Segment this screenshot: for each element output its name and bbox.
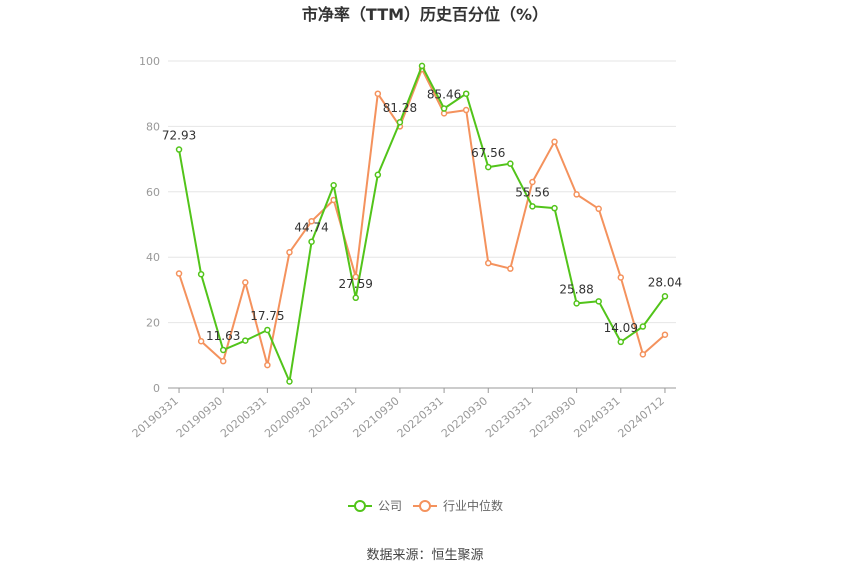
y-tick-label: 80: [146, 120, 160, 133]
data-point: [175, 146, 183, 153]
legend-label-company: 公司: [378, 499, 402, 513]
data-point: [485, 259, 492, 267]
data-point: [573, 300, 580, 307]
legend-label-industry: 行业中位数: [443, 498, 503, 513]
legend-marker-company: [354, 500, 366, 512]
x-tick-label: 20190930: [174, 394, 225, 440]
data-point: [440, 105, 448, 112]
legend-item-company[interactable]: 公司: [348, 499, 402, 513]
series-company: [175, 62, 669, 385]
data-point: [617, 338, 625, 346]
data-point: [639, 323, 647, 330]
data-label: 44.74: [294, 221, 328, 235]
data-point: [352, 273, 359, 281]
series-layer: 72.93 11.63 17.75 44.74 27.59 81.28 85.46 67.56…: [162, 62, 682, 385]
y-axis-ticks: 0 20 40 60 80 100: [139, 55, 160, 395]
data-point: [485, 163, 492, 171]
x-tick-label: 20230331: [483, 394, 534, 440]
data-point: [242, 279, 249, 286]
data-point: [175, 270, 183, 277]
data-point: [595, 205, 602, 213]
data-point: [418, 62, 426, 70]
data-point: [396, 118, 404, 126]
data-point: [639, 351, 647, 358]
legend-marker-industry: [419, 500, 431, 512]
data-point: [551, 138, 558, 146]
y-tick-label: 0: [153, 382, 160, 395]
x-axis: 2019033120190930202003312020093020210331…: [130, 387, 676, 440]
data-point: [308, 217, 315, 225]
y-tick-label: 20: [146, 317, 160, 330]
x-tick-label: 20220331: [395, 394, 446, 440]
y-tick-label: 60: [146, 186, 160, 199]
y-tick-label: 100: [139, 55, 160, 68]
x-tick-label: 20230930: [527, 394, 578, 440]
data-point: [330, 182, 337, 189]
data-point: [264, 326, 271, 334]
data-point: [286, 249, 293, 256]
series-line: [178, 64, 666, 383]
data-point: [529, 178, 536, 186]
legend[interactable]: 公司 行业中位数: [348, 498, 503, 513]
series-industry: [175, 65, 669, 369]
data-point: [462, 90, 470, 97]
data-point: [507, 265, 514, 272]
data-point: [462, 106, 470, 114]
data-point: [374, 90, 382, 97]
chart-title: 市净率（TTM）历史百分位（%）: [302, 5, 548, 24]
data-label: 85.46: [427, 88, 461, 102]
data-label: 25.88: [559, 282, 593, 296]
legend-item-industry[interactable]: 行业中位数: [413, 498, 503, 513]
data-label: 27.59: [339, 277, 373, 291]
data-point: [507, 160, 514, 167]
data-point: [264, 361, 271, 369]
data-source-note: 数据来源：恒生聚源: [366, 548, 483, 563]
x-tick-label: 20200331: [218, 394, 269, 440]
data-label: 17.75: [250, 309, 284, 323]
data-label: 55.56: [515, 185, 549, 199]
data-point: [286, 378, 293, 385]
data-point: [352, 294, 359, 302]
data-point: [529, 203, 536, 210]
x-tick-label: 20240331: [571, 394, 622, 440]
data-point: [595, 298, 602, 305]
x-tick-label: 20210331: [306, 394, 357, 440]
data-label: 81.28: [383, 101, 417, 115]
x-tick-label: 20190331: [130, 394, 181, 440]
data-point: [551, 204, 558, 212]
data-label: 11.63: [206, 329, 240, 343]
data-point: [242, 337, 249, 344]
data-point: [661, 293, 669, 300]
data-label: 72.93: [162, 129, 196, 143]
gridlines: [168, 60, 676, 324]
data-labels: 72.93 11.63 17.75 44.74 27.59 81.28 85.46 67.56…: [162, 88, 682, 343]
data-label: 67.56: [471, 146, 505, 160]
x-tick-label: 20200930: [262, 394, 313, 440]
y-tick-label: 40: [146, 251, 160, 264]
data-point: [374, 171, 382, 179]
data-point: [661, 331, 669, 338]
x-tick-label: 20220930: [439, 394, 490, 440]
data-point: [197, 270, 205, 278]
data-point: [197, 337, 205, 345]
data-point: [308, 238, 315, 245]
data-point: [219, 346, 227, 354]
x-tick-label: 20240712: [616, 394, 667, 440]
data-label: 14.09: [604, 321, 638, 335]
x-tick-label: 20210930: [351, 394, 402, 440]
data-point: [573, 191, 580, 198]
data-point: [219, 357, 227, 365]
data-point: [617, 274, 625, 281]
data-label: 28.04: [648, 275, 682, 289]
